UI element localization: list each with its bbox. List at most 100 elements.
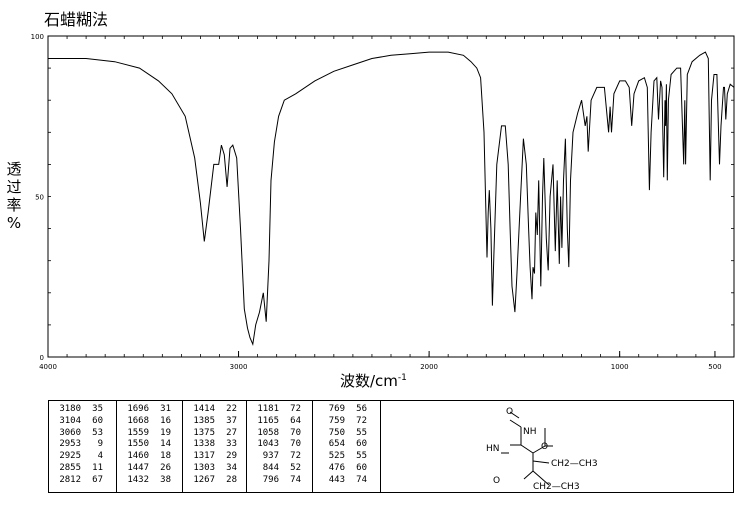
peak-transmittance: 70 (290, 439, 301, 450)
peak-wavenumber: 654 (328, 439, 345, 450)
peak-transmittance: 72 (290, 404, 301, 414)
atom-nh: NH (523, 427, 537, 437)
peak-transmittance: 72 (356, 415, 367, 426)
peak-wavenumber: 750 (328, 427, 345, 438)
y-tick-label: 50 (35, 194, 44, 202)
peak-wavenumber: 1460 (127, 451, 149, 462)
peak-row: 525 55 (319, 451, 380, 463)
peak-row: 759 72 (319, 416, 380, 428)
peak-row: 1550 14 (123, 439, 182, 451)
peak-column-5: 769 56 759 72 750 55 654 60 525 55 476 60 443 74 (313, 401, 381, 492)
ethyl-group-2: CH2—CH3 (533, 482, 580, 492)
peak-wavenumber: 1447 (127, 462, 149, 473)
x-tick-label: 500 (708, 363, 721, 371)
x-tick-label: 2000 (420, 363, 438, 371)
peak-wavenumber: 769 (328, 404, 345, 414)
peak-row: 1460 18 (123, 451, 182, 463)
peak-wavenumber: 1303 (193, 462, 215, 473)
peak-wavenumber: 1375 (193, 427, 215, 438)
peak-table: 3180 35 3104 60 3060 53 2953 9 2925 4 2855 11 2812 67… (48, 400, 734, 493)
y-tick-label: 100 (31, 33, 44, 41)
peak-transmittance: 22 (226, 404, 237, 414)
peak-transmittance: 60 (92, 415, 103, 426)
peak-transmittance: 16 (160, 415, 171, 426)
peak-wavenumber: 937 (262, 451, 279, 462)
peak-wavenumber: 1058 (257, 427, 279, 438)
peak-wavenumber: 2925 (59, 451, 81, 462)
bond (532, 460, 550, 464)
peak-row: 937 72 (253, 451, 312, 463)
peak-transmittance: 74 (356, 474, 367, 485)
peak-transmittance: 28 (226, 474, 237, 485)
peak-row: 476 60 (319, 463, 380, 475)
spectrum-line (48, 51, 735, 347)
peak-transmittance: 27 (226, 427, 237, 438)
y-axis-label: 透 过 率 % (4, 160, 24, 232)
peak-transmittance: 70 (290, 427, 301, 438)
peak-row: 654 60 (319, 439, 380, 451)
x-tick-label: 3000 (230, 363, 248, 371)
peak-transmittance: 55 (356, 451, 367, 462)
peak-row: 1375 27 (189, 428, 246, 440)
peak-row: 750 55 (319, 428, 380, 440)
peak-row: 1432 38 (123, 475, 182, 487)
peak-row: 1559 19 (123, 428, 182, 440)
peak-row: 1668 16 (123, 416, 182, 428)
peak-transmittance: 29 (226, 451, 237, 462)
peak-wavenumber: 3104 (59, 415, 81, 426)
atom-o-bottom: O (493, 476, 500, 486)
peak-transmittance: 4 (97, 451, 103, 462)
peak-wavenumber: 1181 (257, 404, 279, 414)
peak-transmittance: 38 (160, 474, 171, 485)
peak-transmittance: 26 (160, 462, 171, 473)
peak-column-4: 1181 72 1165 64 1058 70 1043 70 937 72 844 52 796 74 (247, 401, 313, 492)
peak-row: 1165 64 (253, 416, 312, 428)
peak-row: 1043 70 (253, 439, 312, 451)
y-axis-label-char-1: 透 (6, 160, 22, 178)
y-axis-label-unit: % (6, 214, 22, 232)
peak-wavenumber: 476 (328, 462, 345, 473)
peak-transmittance: 34 (226, 462, 237, 473)
peak-wavenumber: 796 (262, 474, 279, 485)
peak-row: 3060 53 (55, 428, 116, 440)
peak-row: 769 56 (319, 404, 380, 416)
peak-row: 1058 70 (253, 428, 312, 440)
peak-transmittance: 60 (356, 439, 367, 450)
peak-row: 443 74 (319, 475, 380, 487)
peak-row: 1385 37 (189, 416, 246, 428)
peak-transmittance: 67 (92, 474, 103, 485)
x-tick-label: 1000 (611, 363, 629, 371)
peak-row: 2812 67 (55, 475, 116, 487)
y-tick-label: 0 (40, 354, 44, 362)
peak-column-3: 1414 22 1385 37 1375 27 1338 33 1317 29 1303 34 1267… (183, 401, 247, 492)
atom-o-right: O (541, 442, 548, 452)
peak-transmittance: 55 (356, 427, 367, 438)
peak-row: 1696 31 (123, 404, 182, 416)
peak-transmittance: 52 (290, 462, 301, 473)
peak-wavenumber: 1267 (193, 474, 215, 485)
peak-row: 1414 22 (189, 404, 246, 416)
x-tick-label: 4000 (39, 363, 57, 371)
bond (520, 444, 534, 454)
peak-wavenumber: 1385 (193, 415, 215, 426)
x-axis-label: 波数/cm-1 (340, 370, 407, 391)
peak-wavenumber: 1165 (257, 415, 279, 426)
peak-transmittance: 64 (290, 415, 301, 426)
bond (509, 411, 520, 419)
bond (509, 419, 522, 428)
atom-hn: HN (486, 444, 500, 454)
bond (532, 445, 546, 454)
peak-wavenumber: 1696 (127, 404, 149, 414)
peak-wavenumber: 1317 (193, 451, 215, 462)
peak-wavenumber: 2953 (59, 439, 81, 450)
y-axis-label-char-3: 率 (6, 196, 22, 214)
peak-transmittance: 72 (290, 451, 301, 462)
peak-row: 796 74 (253, 475, 312, 487)
peak-wavenumber: 3180 (59, 404, 81, 414)
peak-transmittance: 14 (160, 439, 171, 450)
peak-transmittance: 60 (356, 462, 367, 473)
bond (523, 470, 534, 480)
peak-transmittance: 19 (160, 427, 171, 438)
peak-row: 1303 34 (189, 463, 246, 475)
